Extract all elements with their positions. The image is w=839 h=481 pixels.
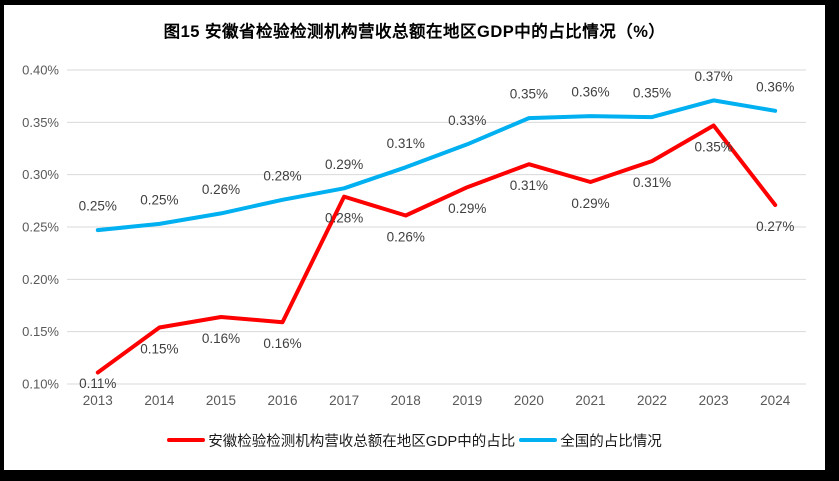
chart-legend: 安徽检验检测机构营收总额在地区GDP中的占比 全国的占比情况: [4, 425, 825, 455]
y-axis-tick-label: 0.30%: [22, 167, 59, 182]
data-label: 0.37%: [694, 69, 732, 84]
data-label: 0.31%: [510, 178, 548, 193]
x-axis-tick-label: 2022: [637, 393, 667, 408]
x-axis-tick-label: 2019: [452, 393, 482, 408]
data-label: 0.16%: [263, 336, 301, 351]
data-label: 0.36%: [756, 79, 794, 94]
y-axis-tick-label: 0.35%: [22, 115, 59, 130]
x-axis-tick-label: 2014: [144, 393, 175, 408]
data-label: 0.11%: [79, 376, 116, 391]
y-axis-tick-label: 0.10%: [22, 377, 59, 392]
data-label: 0.25%: [140, 192, 178, 207]
legend-label-national: 全国的占比情况: [560, 433, 662, 450]
y-axis-tick-label: 0.25%: [22, 220, 59, 235]
data-label: 0.31%: [387, 136, 425, 151]
series-line-0: [95, 123, 778, 375]
data-label: 0.28%: [325, 211, 363, 226]
x-axis-tick-label: 2023: [699, 393, 729, 408]
data-label: 0.15%: [140, 341, 178, 356]
anhui-series-color-swatch: [167, 438, 206, 442]
x-axis-tick-label: 2024: [760, 393, 791, 408]
data-label: 0.16%: [202, 331, 240, 346]
legend-item-anhui: 安徽检验检测机构营收总额在地区GDP中的占比: [167, 430, 515, 451]
data-label: 0.29%: [448, 201, 486, 216]
x-axis-tick-label: 2021: [575, 393, 605, 408]
data-label: 0.36%: [571, 85, 609, 100]
y-axis-tick-label: 0.15%: [22, 324, 59, 339]
x-axis-tick-label: 2013: [83, 393, 113, 408]
data-label: 0.35%: [694, 139, 732, 154]
data-label: 0.25%: [79, 199, 117, 214]
line-chart-plot-area: 0.10% 0.15% 0.20% 0.25% 0.30% 0.35% 0.40% 2013 2…: [22, 63, 806, 408]
data-label: 0.29%: [571, 196, 609, 211]
data-label: 0.26%: [387, 229, 425, 244]
x-axis-tick-label: 2015: [206, 393, 236, 408]
national-series-color-swatch: [519, 438, 558, 442]
x-axis-tick-label: 2018: [391, 393, 421, 408]
x-axis-tick-label: 2020: [514, 393, 544, 408]
x-axis-tick-label: 2017: [329, 393, 359, 408]
series-line-1: [95, 98, 778, 233]
x-axis-tick-label: 2016: [268, 393, 298, 408]
data-label: 0.31%: [633, 175, 671, 190]
chart-title: 图15 安徽省检验检测机构营收总额在地区GDP中的占比情况（%）: [163, 23, 666, 41]
y-axis-tick-label: 0.40%: [22, 63, 59, 78]
chart-canvas: 图15 安徽省检验检测机构营收总额在地区GDP中的占比情况（%） 0.10% 0.…: [4, 5, 825, 470]
y-axis-tick-label: 0.20%: [22, 272, 59, 287]
legend-item-national: 全国的占比情况: [519, 430, 662, 451]
legend-label-anhui: 安徽检验检测机构营收总额在地区GDP中的占比: [208, 433, 516, 450]
data-label: 0.26%: [202, 182, 240, 197]
data-label: 0.33%: [448, 113, 486, 128]
data-label: 0.35%: [510, 87, 548, 102]
data-label: 0.35%: [633, 86, 671, 101]
data-label: 0.29%: [325, 157, 363, 172]
data-label: 0.27%: [756, 219, 794, 234]
data-label: 0.28%: [263, 168, 301, 183]
